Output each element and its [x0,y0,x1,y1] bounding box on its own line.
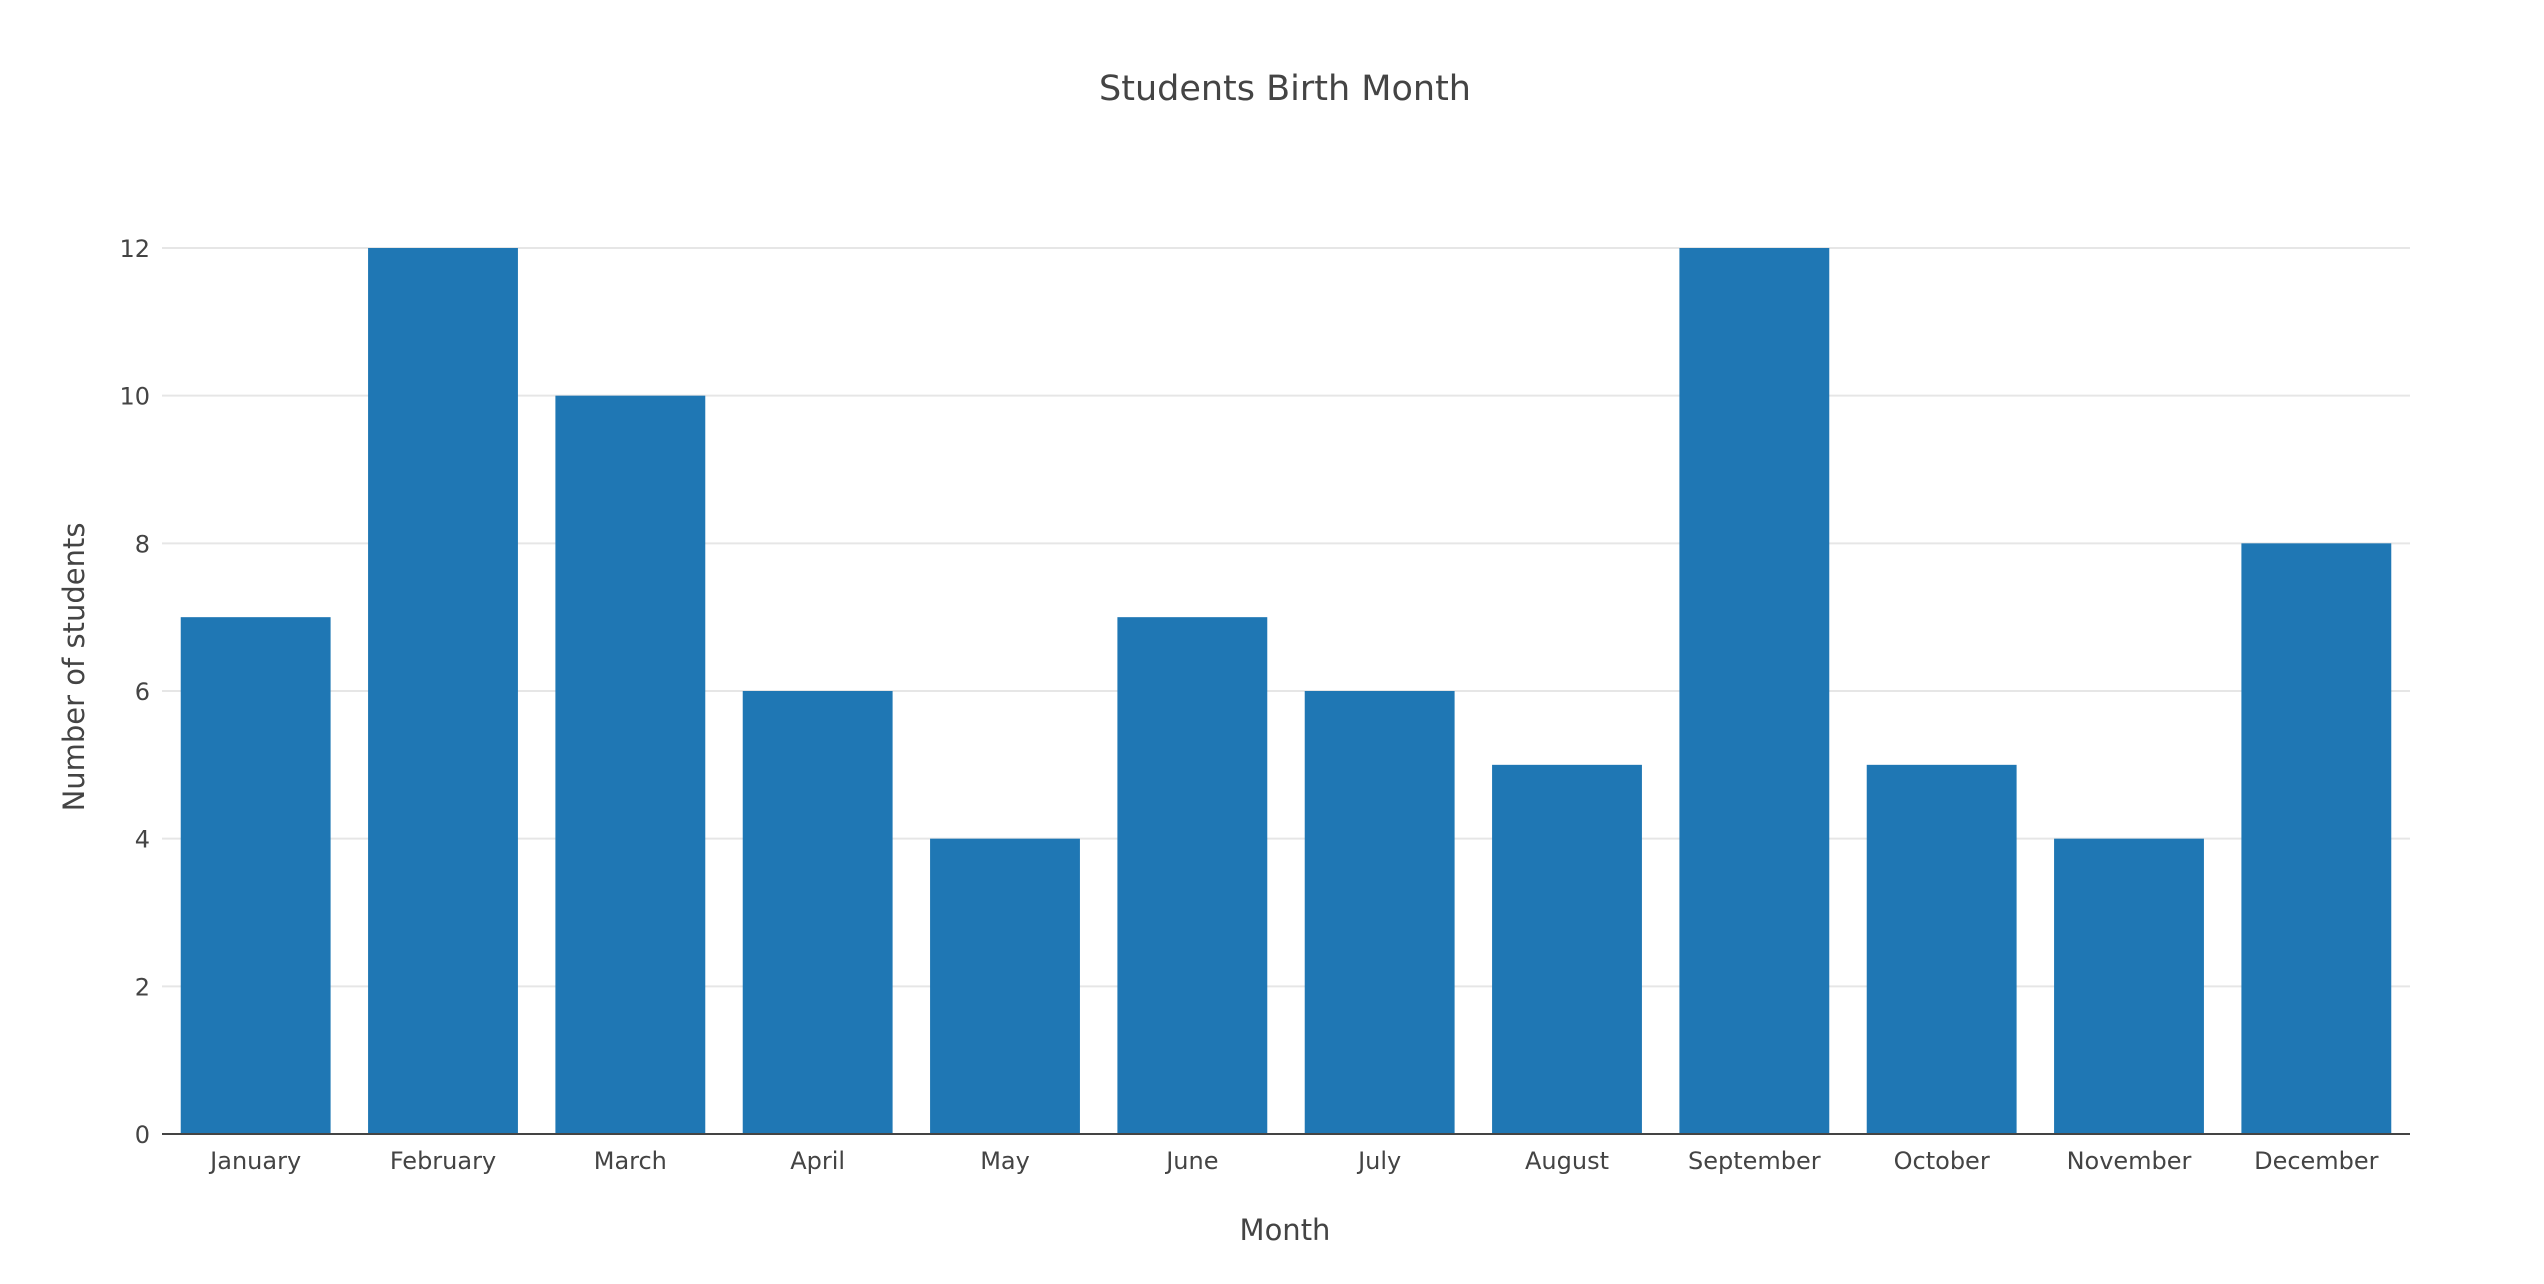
y-tick-label: 4 [135,826,150,854]
x-tick-label: May [980,1147,1030,1175]
bar-november[interactable] [2054,838,2204,1134]
x-axis-title: Month [1240,1213,1331,1247]
x-tick-label: June [1164,1147,1218,1175]
y-tick-label: 2 [135,973,150,1001]
y-tick-label: 6 [135,678,150,706]
bar-february[interactable] [368,248,518,1134]
x-tick-label: September [1688,1147,1821,1175]
bar-january[interactable] [180,617,331,1134]
y-axis-ticks: 0 2 4 6 8 10 12 [119,235,150,1149]
x-tick-label: August [1525,1147,1609,1175]
x-tick-label: April [790,1147,845,1175]
x-tick-label: July [1356,1147,1401,1175]
bar-october[interactable] [1866,764,2017,1134]
bar-june[interactable] [1117,617,1268,1134]
bar-september[interactable] [1679,248,1830,1134]
x-tick-label: February [390,1147,496,1175]
x-tick-label: October [1894,1147,1990,1175]
y-axis-title: Number of students [57,523,91,812]
bar-april[interactable] [742,691,893,1134]
y-tick-label: 10 [119,383,150,411]
y-tick-label: 0 [135,1121,150,1149]
y-gridlines [162,247,2410,988]
chart-title: Students Birth Month [1099,69,1471,109]
x-tick-label: January [208,1147,301,1175]
bar-series [180,248,2392,1135]
bar-december[interactable] [2241,543,2392,1134]
x-axis-ticks: January February March April May June July Augu… [208,1147,2379,1175]
x-tick-label: December [2254,1147,2379,1175]
bar-august[interactable] [1492,764,1642,1134]
bar-may[interactable] [930,838,1080,1134]
y-tick-label: 8 [135,530,150,558]
x-tick-label: March [594,1147,667,1175]
x-tick-label: November [2067,1147,2192,1175]
bar-march[interactable] [555,395,706,1135]
y-tick-label: 12 [119,235,150,263]
bar-july[interactable] [1304,691,1455,1134]
